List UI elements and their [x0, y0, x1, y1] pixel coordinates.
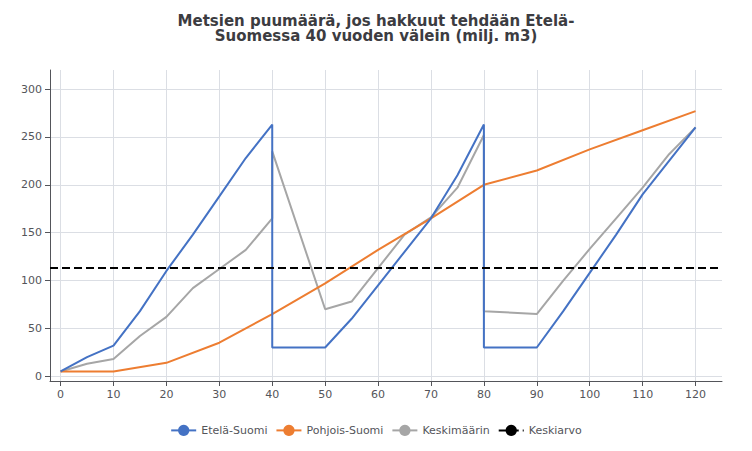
- svg-text:40: 40: [265, 388, 279, 401]
- svg-text:300: 300: [21, 83, 42, 96]
- svg-text:Metsien puumäärä, jos hakkuut: Metsien puumäärä, jos hakkuut tehdään Et…: [177, 11, 575, 30]
- svg-text:70: 70: [424, 388, 438, 401]
- svg-text:Keskiarvo: Keskiarvo: [529, 424, 582, 437]
- svg-text:110: 110: [632, 388, 653, 401]
- svg-text:200: 200: [21, 178, 42, 191]
- svg-text:100: 100: [579, 388, 600, 401]
- svg-text:100: 100: [21, 274, 42, 287]
- svg-text:Suomessa 40 vuoden välein (mil: Suomessa 40 vuoden välein (milj. m3): [215, 27, 537, 45]
- svg-text:90: 90: [530, 388, 544, 401]
- svg-text:250: 250: [21, 130, 42, 143]
- svg-text:120: 120: [685, 388, 706, 401]
- svg-text:Etelä-Suomi: Etelä-Suomi: [201, 424, 267, 437]
- svg-text:0: 0: [57, 388, 64, 401]
- svg-text:30: 30: [212, 388, 226, 401]
- svg-text:60: 60: [371, 388, 385, 401]
- svg-text:10: 10: [106, 388, 120, 401]
- svg-text:150: 150: [21, 226, 42, 239]
- svg-text:Pohjois-Suomi: Pohjois-Suomi: [306, 424, 383, 437]
- svg-text:50: 50: [28, 322, 42, 335]
- svg-text:Keskimäärin: Keskimäärin: [422, 424, 489, 437]
- svg-text:20: 20: [159, 388, 173, 401]
- svg-text:0: 0: [35, 370, 42, 383]
- svg-text:50: 50: [318, 388, 332, 401]
- svg-text:80: 80: [477, 388, 491, 401]
